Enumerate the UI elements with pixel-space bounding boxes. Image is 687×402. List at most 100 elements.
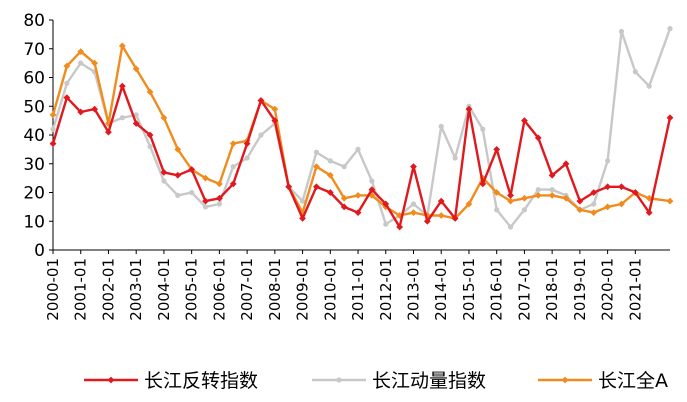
y-tick-label: 10 bbox=[23, 212, 45, 232]
data-point bbox=[410, 209, 417, 217]
data-point bbox=[507, 197, 514, 205]
x-tick-label: 2006-01 bbox=[210, 258, 228, 321]
y-tick-label: 70 bbox=[23, 40, 45, 60]
data-point bbox=[49, 140, 57, 148]
x-tick-label: 2021-01 bbox=[626, 258, 644, 321]
x-axis-ticks: 2000-01 2001-01 2002-01 2003-01 2004-01 2005-… bbox=[44, 250, 644, 321]
data-point bbox=[576, 206, 584, 214]
x-tick-label: 2010-01 bbox=[321, 258, 339, 321]
data-point bbox=[618, 183, 625, 191]
x-tick-label: 2000-01 bbox=[44, 258, 62, 321]
data-point bbox=[605, 158, 611, 164]
data-point bbox=[396, 212, 404, 219]
data-point bbox=[63, 62, 71, 70]
data-point bbox=[618, 28, 625, 35]
data-point bbox=[105, 128, 112, 136]
x-tick-label: 2003-01 bbox=[127, 258, 145, 321]
x-tick-label: 2011-01 bbox=[349, 258, 367, 321]
data-point bbox=[299, 214, 306, 222]
data-point bbox=[243, 140, 251, 148]
data-point bbox=[437, 212, 445, 219]
data-point bbox=[534, 191, 542, 199]
data-point bbox=[645, 209, 653, 217]
data-point bbox=[175, 192, 181, 198]
data-point bbox=[50, 126, 56, 132]
x-tick-label: 2004-01 bbox=[155, 258, 173, 321]
data-point bbox=[202, 204, 209, 210]
data-point bbox=[91, 59, 98, 67]
data-point bbox=[354, 209, 362, 217]
x-tick-label: 2001-01 bbox=[72, 258, 90, 321]
data-point bbox=[451, 214, 459, 222]
data-point bbox=[77, 48, 85, 56]
legend-label: 长江反转指数 bbox=[144, 370, 258, 392]
data-point bbox=[480, 126, 486, 132]
data-point bbox=[396, 223, 404, 231]
x-tick-label: 2012-01 bbox=[377, 258, 395, 321]
data-point bbox=[119, 115, 125, 121]
data-point bbox=[548, 191, 556, 199]
data-point bbox=[257, 97, 265, 104]
legend-swatch-marker bbox=[561, 376, 569, 384]
data-point bbox=[355, 146, 361, 152]
data-point bbox=[437, 197, 445, 205]
legend: 长江反转指数 长江动量指数 长江全A bbox=[84, 370, 668, 392]
x-tick-label: 2014-01 bbox=[432, 258, 450, 321]
data-point bbox=[160, 168, 168, 176]
data-point bbox=[132, 65, 140, 73]
data-point bbox=[465, 105, 473, 113]
data-point bbox=[132, 120, 140, 127]
data-point bbox=[354, 191, 362, 199]
data-point bbox=[410, 163, 417, 171]
data-point bbox=[576, 197, 584, 205]
data-point bbox=[369, 178, 375, 184]
data-point bbox=[326, 171, 334, 179]
data-point bbox=[313, 149, 320, 155]
legend-item-1: 长江动量指数 bbox=[312, 370, 486, 392]
data-point bbox=[479, 180, 487, 188]
data-point bbox=[590, 209, 598, 217]
data-point bbox=[534, 134, 542, 142]
y-tick-label: 20 bbox=[23, 184, 45, 204]
data-point bbox=[189, 189, 195, 196]
data-point bbox=[229, 180, 237, 188]
data-point bbox=[549, 187, 555, 193]
axes bbox=[52, 20, 670, 251]
series-2 bbox=[49, 82, 674, 231]
x-tick-label: 2002-01 bbox=[99, 258, 117, 321]
legend-label: 长江动量指数 bbox=[372, 370, 486, 392]
data-point bbox=[507, 224, 514, 230]
data-point bbox=[49, 111, 57, 119]
data-point bbox=[271, 105, 279, 113]
data-point bbox=[146, 131, 154, 139]
data-point bbox=[632, 69, 638, 75]
data-point bbox=[423, 212, 431, 219]
x-tick-label: 2005-01 bbox=[183, 258, 201, 321]
x-tick-label: 2007-01 bbox=[238, 258, 256, 321]
legend-swatch-marker bbox=[107, 376, 115, 384]
x-tick-label: 2016-01 bbox=[488, 258, 506, 321]
data-point bbox=[535, 187, 541, 193]
data-point bbox=[465, 200, 473, 208]
data-point bbox=[340, 203, 348, 211]
data-point bbox=[118, 82, 126, 90]
legend-item-2: 长江全A bbox=[538, 370, 668, 392]
y-tick-label: 50 bbox=[23, 97, 45, 117]
data-point bbox=[271, 117, 279, 125]
data-point bbox=[244, 155, 250, 161]
data-point bbox=[438, 123, 444, 129]
data-point bbox=[313, 163, 320, 171]
data-point bbox=[521, 194, 528, 202]
data-point bbox=[77, 108, 85, 116]
x-tick-label: 2019-01 bbox=[571, 258, 589, 321]
data-point bbox=[202, 197, 209, 205]
data-point bbox=[202, 174, 209, 182]
data-point bbox=[591, 201, 597, 207]
data-point bbox=[646, 83, 652, 89]
data-point bbox=[340, 194, 348, 202]
x-tick-label: 2015-01 bbox=[460, 258, 478, 321]
data-point bbox=[493, 145, 501, 153]
data-point bbox=[215, 180, 223, 188]
data-point bbox=[423, 217, 431, 225]
